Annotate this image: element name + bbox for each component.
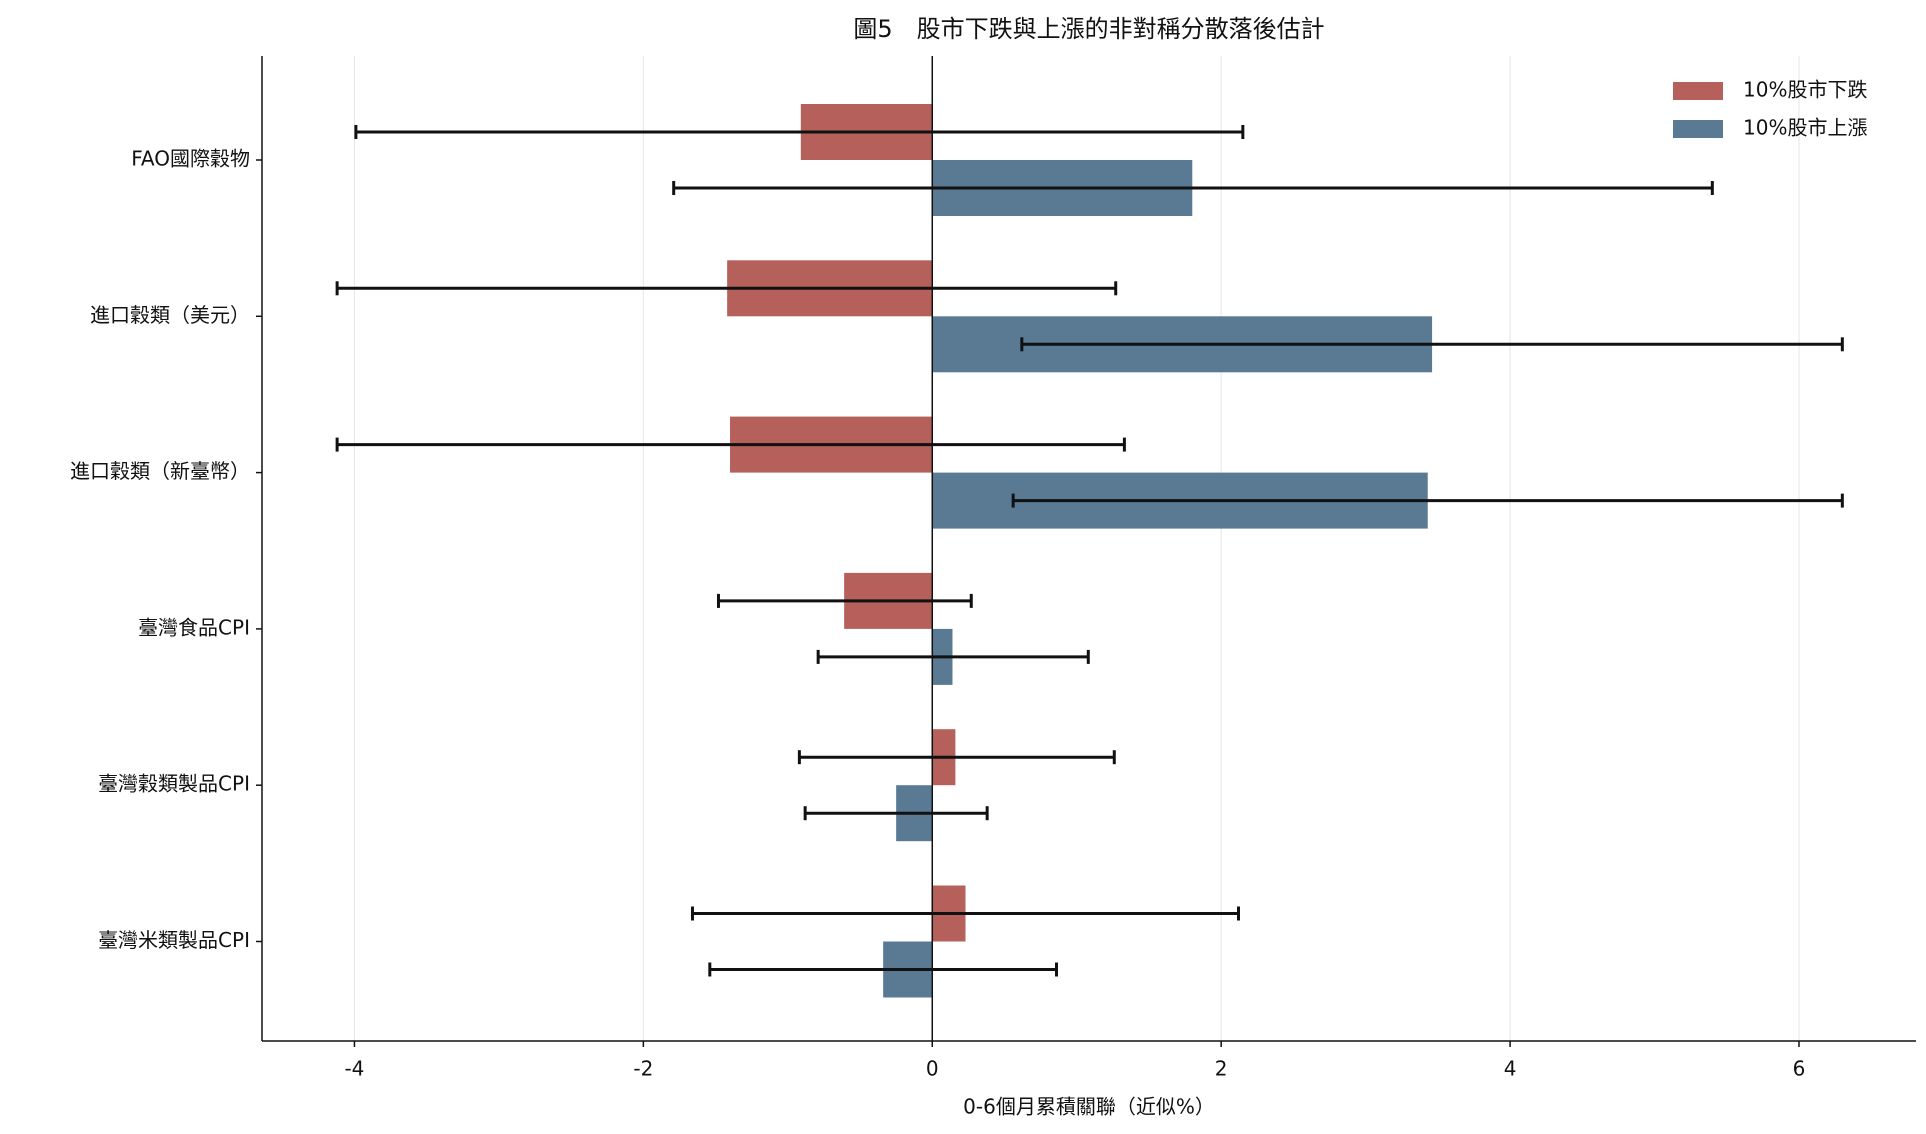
legend-label: 10%股市上漲 <box>1743 116 1867 140</box>
error-bar <box>690 906 1241 921</box>
y-tick-label: FAO國際穀物 <box>131 147 250 171</box>
error-bar <box>803 806 989 821</box>
error-bar <box>716 593 973 608</box>
x-tick-label: -2 <box>633 1057 653 1081</box>
x-axis-label: 0-6個月累積關聯（近似%） <box>963 1095 1215 1119</box>
x-tick-label: 2 <box>1215 1057 1228 1081</box>
error-bar <box>708 962 1058 977</box>
error-bar <box>354 125 1245 139</box>
chart-title: 圖5 股市下跌與上漲的非對稱分散落後估計 <box>853 15 1324 43</box>
error-bar <box>672 181 1714 195</box>
x-tick-label: 0 <box>926 1057 939 1081</box>
error-bar <box>797 750 1116 765</box>
y-tick-label: 臺灣米類製品CPI <box>98 928 250 952</box>
x-tick-label: 6 <box>1793 1057 1806 1081</box>
y-tick-label: 進口穀類（新臺幣） <box>70 459 250 483</box>
error-bar <box>335 437 1126 452</box>
error-bar <box>335 281 1118 296</box>
legend-label: 10%股市下跌 <box>1743 78 1867 102</box>
error-bar <box>1020 337 1844 352</box>
y-tick-label: 臺灣食品CPI <box>138 615 250 639</box>
y-tick-label: 進口穀類（美元） <box>90 303 250 327</box>
error-bar <box>816 649 1090 664</box>
legend-swatch <box>1673 82 1723 100</box>
y-tick-label: 臺灣穀類製品CPI <box>98 772 250 796</box>
error-bar <box>1011 493 1844 508</box>
x-tick-label: 4 <box>1504 1057 1517 1081</box>
x-tick-label: -4 <box>344 1057 364 1081</box>
legend-swatch <box>1673 120 1723 138</box>
